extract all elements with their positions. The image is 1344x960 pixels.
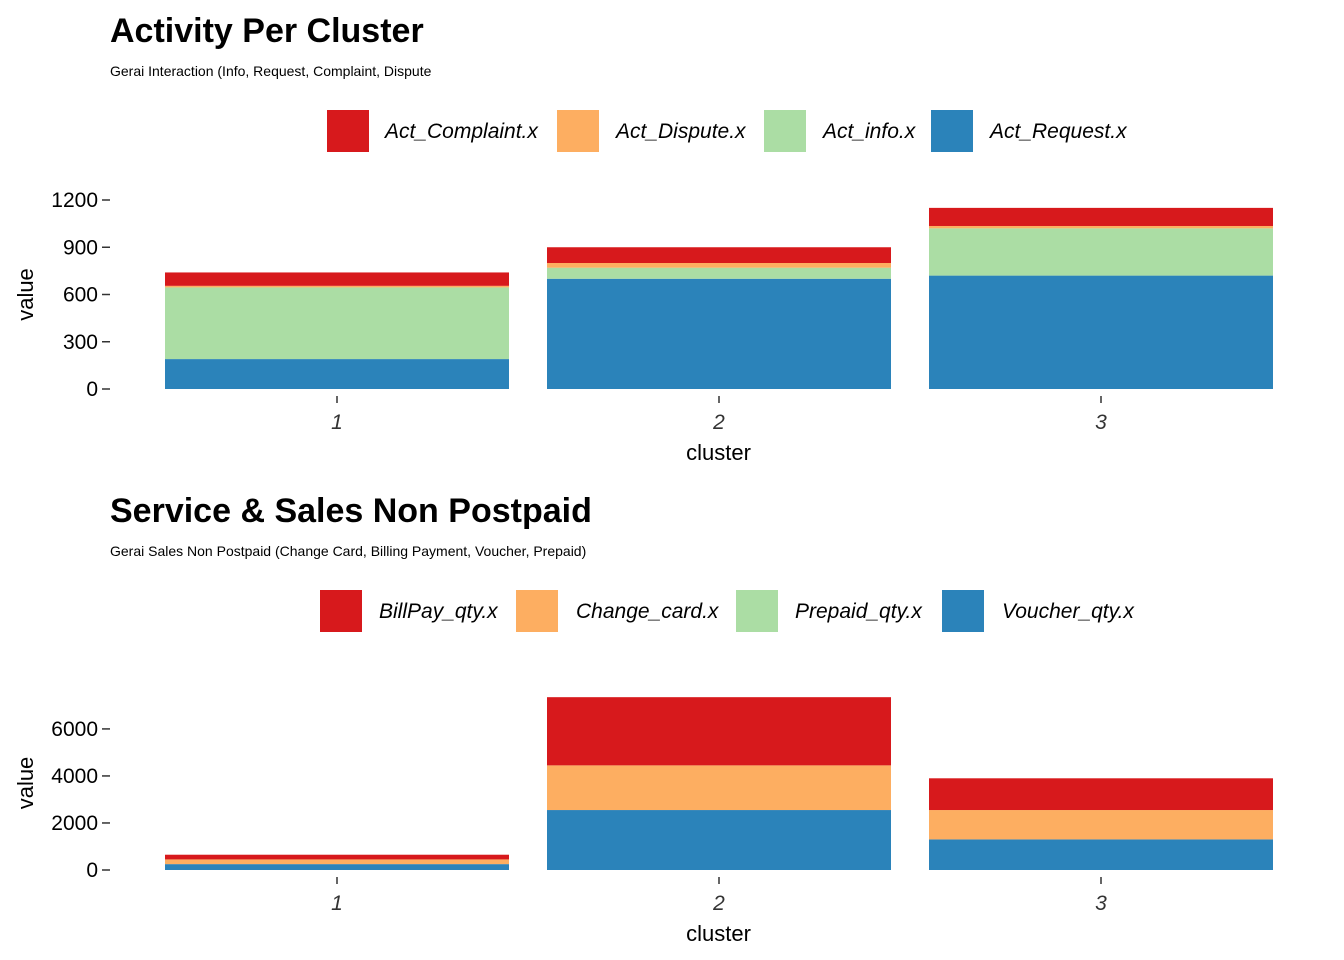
legend: Act_Complaint.x Act_Dispute.x Act_info.x Ac… <box>327 110 1128 152</box>
bar-segment-act-dispute-x-cluster-3 <box>929 225 1273 229</box>
x-axis-label: cluster <box>686 921 751 946</box>
bar-segment-act-dispute-x-cluster-2 <box>547 263 891 268</box>
bar-segment-change-card-x-cluster-3 <box>929 810 1273 840</box>
y-tick-label: 2000 <box>51 812 98 835</box>
bar-segment-act-complaint-x-cluster-1 <box>165 272 509 286</box>
legend-swatch <box>557 110 599 152</box>
bar-segment-billpay-qty-x-cluster-1 <box>165 854 509 860</box>
legend-swatch <box>942 590 984 632</box>
x-tick-label: 3 <box>1095 892 1107 915</box>
y-tick-label: 300 <box>63 331 98 354</box>
y-axis: 0 300 600 900 1200 value <box>13 189 110 401</box>
chart-title: Service & Sales Non Postpaid <box>110 492 592 530</box>
x-axis: 1 2 3 cluster <box>331 877 1107 946</box>
chart-title: Activity Per Cluster <box>110 12 424 50</box>
legend-label: Change_card.x <box>576 600 720 623</box>
y-axis-label: value <box>13 757 38 810</box>
legend-swatch <box>764 110 806 152</box>
chart-panel-1: Activity Per Cluster Gerai Interaction (I… <box>13 12 1273 465</box>
bar-segment-act-request-x-cluster-1 <box>165 359 509 389</box>
legend-swatch <box>516 590 558 632</box>
bar-segment-act-info-x-cluster-3 <box>929 228 1273 276</box>
legend-swatch <box>320 590 362 632</box>
legend-label: Act_info.x <box>821 120 917 143</box>
x-tick-label: 1 <box>331 892 343 915</box>
x-tick-label: 2 <box>712 411 725 434</box>
bar-segment-voucher-qty-x-cluster-3 <box>929 839 1273 870</box>
chart-subtitle: Gerai Interaction (Info, Request, Compla… <box>110 63 432 79</box>
bars <box>165 207 1273 389</box>
y-axis-label: value <box>13 268 38 321</box>
bar-segment-act-request-x-cluster-3 <box>929 275 1273 389</box>
legend-label: Act_Request.x <box>988 120 1128 143</box>
legend-swatch <box>931 110 973 152</box>
bar-segment-change-card-x-cluster-1 <box>165 859 509 865</box>
y-tick-label: 1200 <box>51 189 98 212</box>
bar-segment-act-complaint-x-cluster-3 <box>929 207 1273 226</box>
x-tick-label: 2 <box>712 892 725 915</box>
bar-segment-billpay-qty-x-cluster-2 <box>547 697 891 766</box>
y-tick-label: 0 <box>86 378 98 401</box>
bar-segment-billpay-qty-x-cluster-3 <box>929 778 1273 811</box>
y-tick-label: 4000 <box>51 765 98 788</box>
legend-label: Act_Dispute.x <box>614 120 747 143</box>
legend-label: Act_Complaint.x <box>383 120 539 143</box>
legend: BillPay_qty.x Change_card.x Prepaid_qty.x V… <box>320 590 1135 632</box>
y-tick-label: 0 <box>86 859 98 882</box>
x-tick-label: 1 <box>331 411 343 434</box>
bar-segment-change-card-x-cluster-2 <box>547 765 891 811</box>
x-axis: 1 2 3 cluster <box>331 396 1107 465</box>
bar-segment-act-info-x-cluster-1 <box>165 287 509 360</box>
chart-panel-2: Service & Sales Non Postpaid Gerai Sales … <box>13 492 1273 946</box>
legend-label: Voucher_qty.x <box>1002 600 1135 623</box>
legend-label: Prepaid_qty.x <box>795 600 923 623</box>
x-tick-label: 3 <box>1095 411 1107 434</box>
y-tick-label: 6000 <box>51 718 98 741</box>
bar-segment-voucher-qty-x-cluster-2 <box>547 810 891 870</box>
y-axis: 0 2000 4000 6000 value <box>13 718 110 882</box>
bar-segment-voucher-qty-x-cluster-1 <box>165 864 509 870</box>
bar-segment-act-request-x-cluster-2 <box>547 278 891 389</box>
bar-segment-act-dispute-x-cluster-1 <box>165 285 509 288</box>
legend-swatch <box>327 110 369 152</box>
chart-subtitle: Gerai Sales Non Postpaid (Change Card, B… <box>110 543 586 559</box>
legend-label: BillPay_qty.x <box>379 600 499 623</box>
bar-segment-act-complaint-x-cluster-2 <box>547 247 891 263</box>
x-axis-label: cluster <box>686 440 751 465</box>
bar-segment-act-info-x-cluster-2 <box>547 267 891 279</box>
y-tick-label: 600 <box>63 284 98 307</box>
y-tick-label: 900 <box>63 236 98 259</box>
legend-swatch <box>736 590 778 632</box>
bars <box>165 697 1273 870</box>
